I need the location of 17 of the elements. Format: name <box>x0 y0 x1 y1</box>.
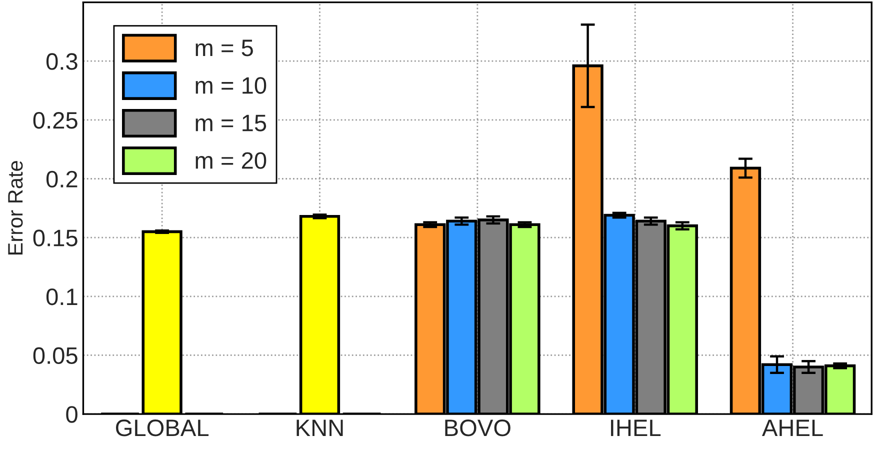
y-tick-label: 0.3 <box>46 53 78 70</box>
y-tick-label: 0.25 <box>33 112 78 129</box>
x-tick-label: GLOBAL <box>116 420 209 436</box>
legend-label: m = 10 <box>196 77 266 94</box>
y-tick-label: 0.1 <box>46 288 78 306</box>
legend-label: m = 20 <box>196 152 266 169</box>
x-tick-label: IHEL <box>611 420 661 436</box>
y-axis-title: Error Rate <box>8 161 23 254</box>
y-tick-label: 0.2 <box>46 170 78 188</box>
x-tick-label: AHEL <box>762 420 823 436</box>
x-tick-label: BOVO <box>445 420 510 436</box>
x-tick-label: KNN <box>296 420 343 436</box>
y-tick-label: 0.05 <box>33 347 78 364</box>
legend-label: m = 5 <box>196 40 253 56</box>
legend-label: m = 15 <box>196 114 266 132</box>
y-tick-label: 0 <box>66 406 78 423</box>
y-tick-label: 0.15 <box>33 230 78 246</box>
